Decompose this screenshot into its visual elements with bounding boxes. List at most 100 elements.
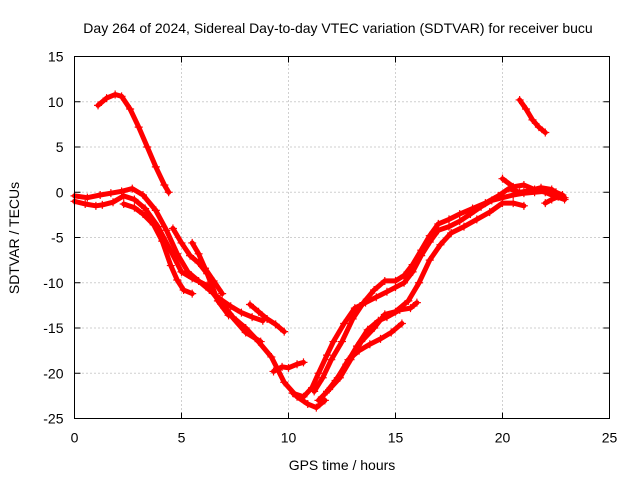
series-trace-15 [515, 95, 550, 137]
y-tick-label: 5 [56, 139, 64, 155]
data-point [530, 185, 539, 194]
data-point [280, 327, 289, 336]
data-point [128, 184, 137, 193]
data-point [117, 92, 126, 101]
data-point [327, 355, 336, 364]
data-point [445, 215, 453, 224]
data-point [173, 276, 182, 285]
series-trace-12 [314, 199, 528, 405]
data-point [280, 378, 289, 387]
data-point [436, 240, 445, 249]
data-point [541, 199, 550, 208]
data-point [194, 276, 203, 285]
data-point [166, 261, 175, 270]
data-point [415, 278, 424, 287]
data-point [547, 195, 556, 204]
data-point [314, 396, 323, 405]
data-point [331, 376, 340, 385]
data-point [376, 334, 385, 343]
data-point [434, 219, 443, 228]
data-point [447, 228, 456, 237]
data-point [216, 296, 225, 305]
x-tick-label: 25 [602, 430, 618, 446]
data-point [365, 340, 374, 349]
series-trace-8 [245, 300, 289, 336]
data-point [141, 204, 150, 213]
data-point [119, 200, 128, 209]
data-point [310, 387, 319, 396]
y-tick-label: 15 [48, 49, 64, 65]
data-point [254, 307, 263, 316]
data-point [528, 115, 537, 124]
data-point [263, 314, 272, 323]
data-point [485, 208, 494, 217]
data-point [81, 200, 90, 209]
data-point [267, 352, 276, 361]
data-point [130, 195, 139, 204]
data-point [151, 162, 160, 171]
data-point [318, 373, 327, 382]
series-trace-10 [288, 187, 567, 401]
data-point [404, 296, 413, 305]
data-point [397, 319, 406, 328]
data-point [288, 389, 297, 398]
data-point [522, 104, 531, 113]
data-point [117, 187, 126, 196]
data-point [130, 203, 139, 212]
data-point [126, 104, 135, 113]
data-point [348, 314, 357, 323]
data-point [425, 256, 434, 265]
x-axis-label: GPS time / hours [289, 457, 396, 473]
y-tick-label: -15 [43, 320, 63, 336]
series-trace-1 [94, 90, 173, 197]
data-point [547, 185, 556, 194]
data-point [515, 188, 524, 197]
data-point [352, 342, 361, 351]
data-point [284, 363, 293, 372]
data-point [102, 94, 111, 103]
series-trace-4 [119, 200, 197, 298]
data-point [408, 260, 417, 269]
data-point [226, 302, 235, 311]
data-point [278, 362, 287, 371]
series-line [95, 92, 172, 195]
data-point [459, 222, 468, 231]
data-point [342, 360, 351, 369]
data-point [329, 337, 338, 346]
data-point [382, 287, 391, 296]
series-trace-9 [269, 358, 308, 376]
y-axis-label: SDTVAR / TECUs [6, 182, 22, 294]
x-tick-label: 15 [388, 430, 404, 446]
data-point [269, 367, 278, 376]
data-point [372, 293, 381, 302]
data-point [151, 206, 160, 215]
data-point [481, 199, 490, 208]
y-tick-label: -10 [43, 275, 63, 291]
data-point [111, 90, 120, 99]
y-tick-label: -20 [43, 365, 63, 381]
data-point [143, 143, 152, 151]
data-point [400, 278, 409, 287]
data-point [245, 300, 254, 309]
data-point [138, 190, 147, 199]
data-point [106, 189, 115, 198]
data-point [406, 304, 415, 313]
y-tick-label: -5 [51, 230, 64, 246]
data-point [509, 199, 518, 208]
x-tick-label: 5 [178, 430, 186, 446]
series-line [290, 188, 565, 400]
data-point [241, 324, 250, 332]
data-point [248, 313, 257, 322]
data-point [183, 267, 192, 276]
data-point [209, 276, 218, 285]
data-point [254, 337, 263, 346]
data-point [370, 285, 379, 294]
data-point [541, 128, 550, 137]
data-point [162, 226, 171, 235]
data-point [303, 400, 312, 409]
y-tick-label: -25 [43, 411, 63, 427]
data-point [299, 358, 308, 367]
data-point [98, 200, 107, 209]
series-layer [70, 90, 569, 412]
